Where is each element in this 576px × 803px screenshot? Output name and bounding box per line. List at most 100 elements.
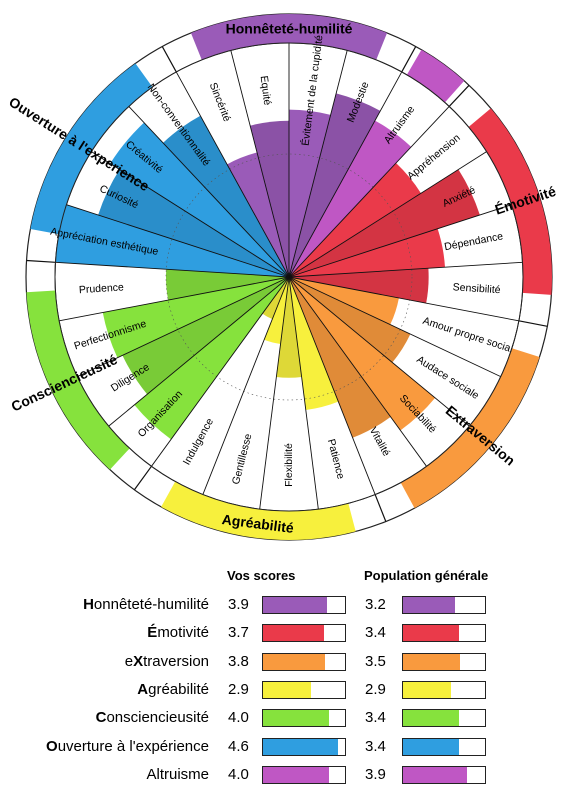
domain-name: Altruisme <box>146 765 209 783</box>
facet-label-flexibilite: Flexibilité <box>283 443 295 487</box>
inner-border <box>54 42 524 512</box>
facet-divider <box>288 276 427 467</box>
population-score-bar <box>402 709 486 728</box>
facet-divider <box>230 50 290 278</box>
domain-row: eXtraversion 3.8 3.5 <box>0 649 576 677</box>
domain-divider <box>448 84 470 107</box>
score-bar-fill <box>403 766 467 783</box>
score-bar-fill <box>403 625 459 642</box>
facet-divider <box>288 276 519 322</box>
domain-divider <box>374 494 387 522</box>
domain-divider <box>133 465 152 491</box>
domain-row: Honnêteté-humilité 3.9 3.2 <box>0 592 576 620</box>
domain-name: eXtraversion <box>124 652 209 670</box>
your-score-bar <box>262 624 346 643</box>
population-score-bar <box>402 680 486 699</box>
domain-band-altruisme <box>406 49 465 103</box>
population-score-value: 3.2 <box>365 596 386 613</box>
facet-bar-diligence <box>122 277 289 395</box>
your-score-bar <box>262 709 346 728</box>
facet-divider <box>288 151 487 278</box>
population-score-value: 3.4 <box>365 737 386 755</box>
facet-divider <box>259 276 290 510</box>
domain-band-agreabilite <box>161 481 356 540</box>
facet-divider <box>288 106 450 278</box>
your-score-value: 2.9 <box>228 680 249 698</box>
score-bar-fill <box>263 681 311 698</box>
domain-row: Agréabilité 2.9 2.9 <box>0 677 576 705</box>
domain-name: Ouverture à l'expérience <box>46 737 209 755</box>
domain-name: Émotivité <box>147 624 209 642</box>
facet-divider <box>288 261 523 278</box>
facet-bar-perfectionnisme <box>102 277 290 358</box>
facet-divider <box>128 106 290 278</box>
facet-bar-flexibilite <box>276 277 302 378</box>
facet-bar-vitalite <box>289 277 391 438</box>
your-score-value: 4.0 <box>228 765 249 783</box>
population-score-bar <box>402 624 486 643</box>
your-score-bar <box>262 680 346 699</box>
domain-row: Émotivité 3.7 3.4 <box>0 620 576 648</box>
facet-divider <box>175 71 290 278</box>
population-score-bar <box>402 765 486 784</box>
facet-bar-patience <box>289 277 339 411</box>
domain-divider <box>518 320 548 327</box>
facet-bar-creativite <box>110 122 289 277</box>
score-bar-fill <box>263 653 326 670</box>
facet-label-equite: Equité <box>258 75 274 106</box>
population-score-bar <box>402 596 486 614</box>
your-score-value: 3.9 <box>228 596 249 613</box>
facet-divider <box>91 151 290 278</box>
your-score-bar <box>262 652 346 671</box>
facet-divider <box>77 276 290 378</box>
domain-band-consciencieusite <box>26 290 130 470</box>
score-bar-fill <box>403 653 461 670</box>
your-score-bar <box>262 737 346 756</box>
score-bar-fill <box>263 625 324 642</box>
score-bar-fill <box>403 738 459 755</box>
facet-bar-anxiete <box>289 169 480 277</box>
population-score-value: 2.9 <box>365 680 386 698</box>
population-score-bar <box>402 652 486 671</box>
facet-divider <box>66 204 290 278</box>
facet-bar-sociabilite <box>289 277 436 431</box>
domain-name: Honnêteté-humilité <box>83 596 209 613</box>
population-score-bar <box>402 737 486 756</box>
score-bar-fill <box>263 766 329 783</box>
domain-name: Consciencieusité <box>95 709 209 727</box>
domain-row: Altruisme 4.0 3.9 <box>0 762 576 790</box>
facet-bar-modestie <box>289 93 381 278</box>
facet-divider <box>108 276 290 427</box>
facet-divider <box>288 204 512 278</box>
facet-bar-appreciation-esthetique <box>55 204 289 277</box>
score-bar-fill <box>263 738 339 755</box>
facet-bar-sincerite <box>227 152 289 277</box>
your-score-value: 4.6 <box>228 737 249 755</box>
score-bar-fill <box>263 710 329 727</box>
facet-divider <box>288 71 403 278</box>
facet-divider <box>288 276 501 378</box>
your-score-value: 3.8 <box>228 652 249 670</box>
column-header-general-population: Population générale <box>364 568 489 583</box>
column-header-your-scores: Vos scores <box>227 568 296 583</box>
facet-divider <box>288 276 319 510</box>
facet-label-prudence: Prudence <box>79 281 125 296</box>
facet-label-sensibilite: Sensibilité <box>452 281 501 296</box>
facet-bar-amour-propre-social <box>289 277 399 325</box>
score-bar-fill <box>403 681 451 698</box>
facet-divider <box>151 276 290 467</box>
domain-band-extraversion <box>400 348 540 509</box>
facet-divider <box>288 276 376 495</box>
domain-name: Agréabilité <box>137 680 209 698</box>
facet-divider <box>59 276 290 322</box>
your-score-value: 3.7 <box>228 624 249 642</box>
population-score-value: 3.4 <box>365 624 386 642</box>
score-bar-fill <box>403 597 456 613</box>
domain-divider <box>401 46 417 73</box>
score-bar-fill <box>403 710 459 727</box>
facet-divider <box>288 276 470 427</box>
domain-band-emotivite <box>468 108 552 295</box>
facet-bar-organisation <box>134 277 289 440</box>
population-score-value: 3.9 <box>365 765 386 783</box>
mid-scale-guide <box>165 153 413 401</box>
